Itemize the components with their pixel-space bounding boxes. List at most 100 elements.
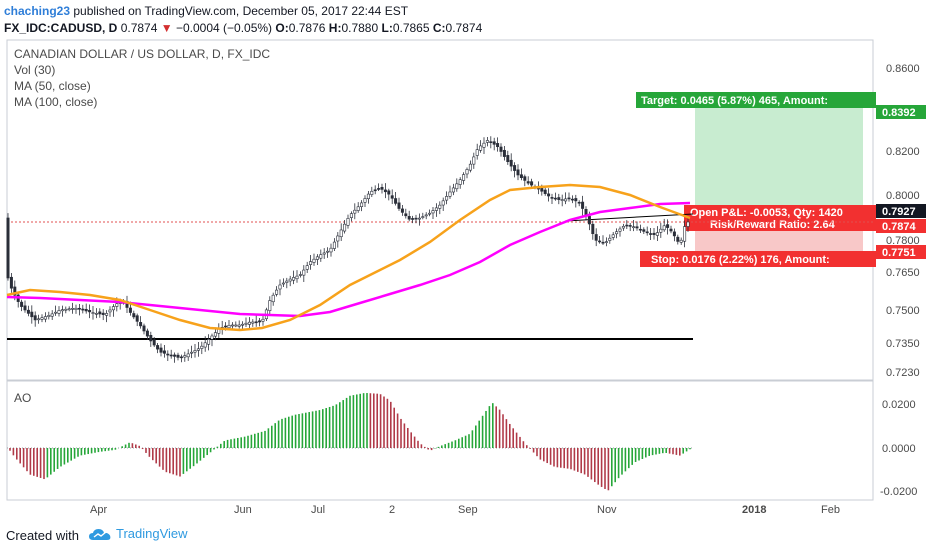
stop-label[interactable]	[640, 251, 876, 267]
candle-body	[383, 189, 387, 193]
stop-price-tag	[876, 245, 926, 259]
symbol-title[interactable]: CANADIAN DOLLAR / US DOLLAR, D, FX_IDC	[14, 47, 271, 61]
candle-body	[258, 320, 262, 323]
candle-body	[543, 189, 547, 194]
candle-body	[213, 332, 217, 337]
candle-body	[672, 231, 676, 237]
candle-body	[574, 198, 578, 202]
candle-body	[557, 197, 561, 200]
candle-body	[581, 201, 585, 209]
candle-body	[625, 224, 629, 227]
candle-body	[434, 207, 438, 211]
price-tick: 0.7230	[886, 367, 920, 379]
candle-body	[356, 206, 360, 211]
cloud-icon	[89, 528, 111, 540]
candle-body	[526, 181, 530, 184]
current-price-text: 0.7874	[882, 221, 917, 233]
candle-body	[547, 193, 551, 197]
candle-body	[445, 196, 449, 201]
price-tick: 0.8600	[886, 63, 920, 75]
candle-body	[621, 225, 625, 229]
candle-body	[462, 174, 466, 181]
target-price-tag	[876, 105, 926, 119]
high-label: H:	[328, 21, 342, 35]
candle-body	[261, 318, 265, 322]
candle-body	[377, 188, 381, 190]
candle-body	[132, 313, 136, 318]
author-link[interactable]: chaching23	[4, 4, 71, 18]
price-tick: 0.7650	[886, 267, 920, 279]
candle-body	[615, 231, 619, 235]
candle-body	[111, 306, 115, 311]
candle-body	[298, 274, 302, 276]
candle-body	[105, 313, 109, 316]
price-axis[interactable]: 0.8600 0.8200 0.8000 0.7800 0.7650 0.750…	[886, 63, 920, 379]
ma100-line	[6, 201, 691, 318]
candle-body	[295, 275, 299, 280]
candle-body	[336, 235, 340, 242]
target-zone[interactable]	[695, 104, 863, 210]
ao-pane[interactable]	[6, 380, 874, 501]
candle-body	[638, 228, 642, 231]
price-tick: 0.7800	[886, 235, 920, 247]
pnl-label[interactable]	[684, 205, 876, 231]
publish-line: chaching23 published on TradingView.com,…	[4, 4, 408, 18]
candle-body	[472, 156, 476, 165]
candle-body	[115, 303, 119, 307]
candle-body	[64, 308, 68, 311]
candle-body	[451, 187, 455, 193]
candle-body	[309, 261, 313, 265]
ao-axis[interactable]: 0.0200 0.0000 -0.0200	[880, 399, 917, 498]
trend-line[interactable]	[564, 213, 694, 222]
time-axis[interactable]: Apr Jun Jul 2 Sep Nov 2018 Feb	[90, 504, 840, 516]
candle-body	[268, 300, 272, 311]
ao-bars	[9, 393, 691, 491]
target-price-text: 0.8392	[882, 107, 916, 119]
candle-body	[169, 354, 173, 357]
ao-legend[interactable]: AO	[14, 391, 32, 405]
chart-header: chaching23 published on TradingView.com,…	[0, 0, 932, 40]
candle-body	[479, 145, 483, 151]
time-tick: Feb	[821, 504, 840, 516]
candle-body	[431, 210, 435, 214]
candle-body	[652, 232, 656, 235]
symbol-label[interactable]: FX_IDC:CADUSD, D	[4, 21, 118, 35]
ma100-legend[interactable]: MA (100, close)	[14, 95, 98, 109]
close-value: 0.7874	[445, 21, 483, 35]
candle-body	[30, 311, 34, 318]
candle-body	[601, 241, 605, 244]
candle-body	[285, 280, 289, 283]
candle-body	[349, 213, 353, 218]
candle-body	[540, 187, 544, 192]
candle-body	[411, 218, 415, 220]
candle-body	[142, 325, 146, 332]
candle-body	[77, 307, 81, 310]
ma50-legend[interactable]: MA (50, close)	[14, 79, 91, 93]
candle-body	[173, 354, 177, 357]
candle-body	[594, 234, 598, 241]
brand-name: TradingView	[116, 526, 188, 541]
candle-body	[604, 241, 608, 243]
candle-body	[329, 247, 333, 253]
candle-body	[20, 301, 24, 307]
time-tick: Jun	[234, 504, 252, 516]
price-tick: 0.8200	[886, 146, 920, 158]
vol-legend[interactable]: Vol (30)	[14, 63, 56, 77]
candle-body	[251, 321, 255, 324]
candle-body	[339, 229, 343, 238]
candle-body	[183, 355, 187, 358]
candle-body	[424, 214, 428, 217]
candle-body	[421, 216, 425, 218]
candle-body	[397, 202, 401, 209]
candle-body	[227, 324, 231, 329]
target-label[interactable]	[636, 92, 876, 108]
candle-body	[47, 315, 51, 317]
ao-tick: -0.0200	[880, 486, 917, 498]
candle-body	[649, 233, 653, 235]
candle-body	[577, 201, 581, 204]
entry-price-tag	[876, 204, 926, 218]
tradingview-brand[interactable]: TradingView	[88, 526, 188, 541]
candle-body	[509, 159, 513, 167]
candle-body	[57, 310, 61, 314]
